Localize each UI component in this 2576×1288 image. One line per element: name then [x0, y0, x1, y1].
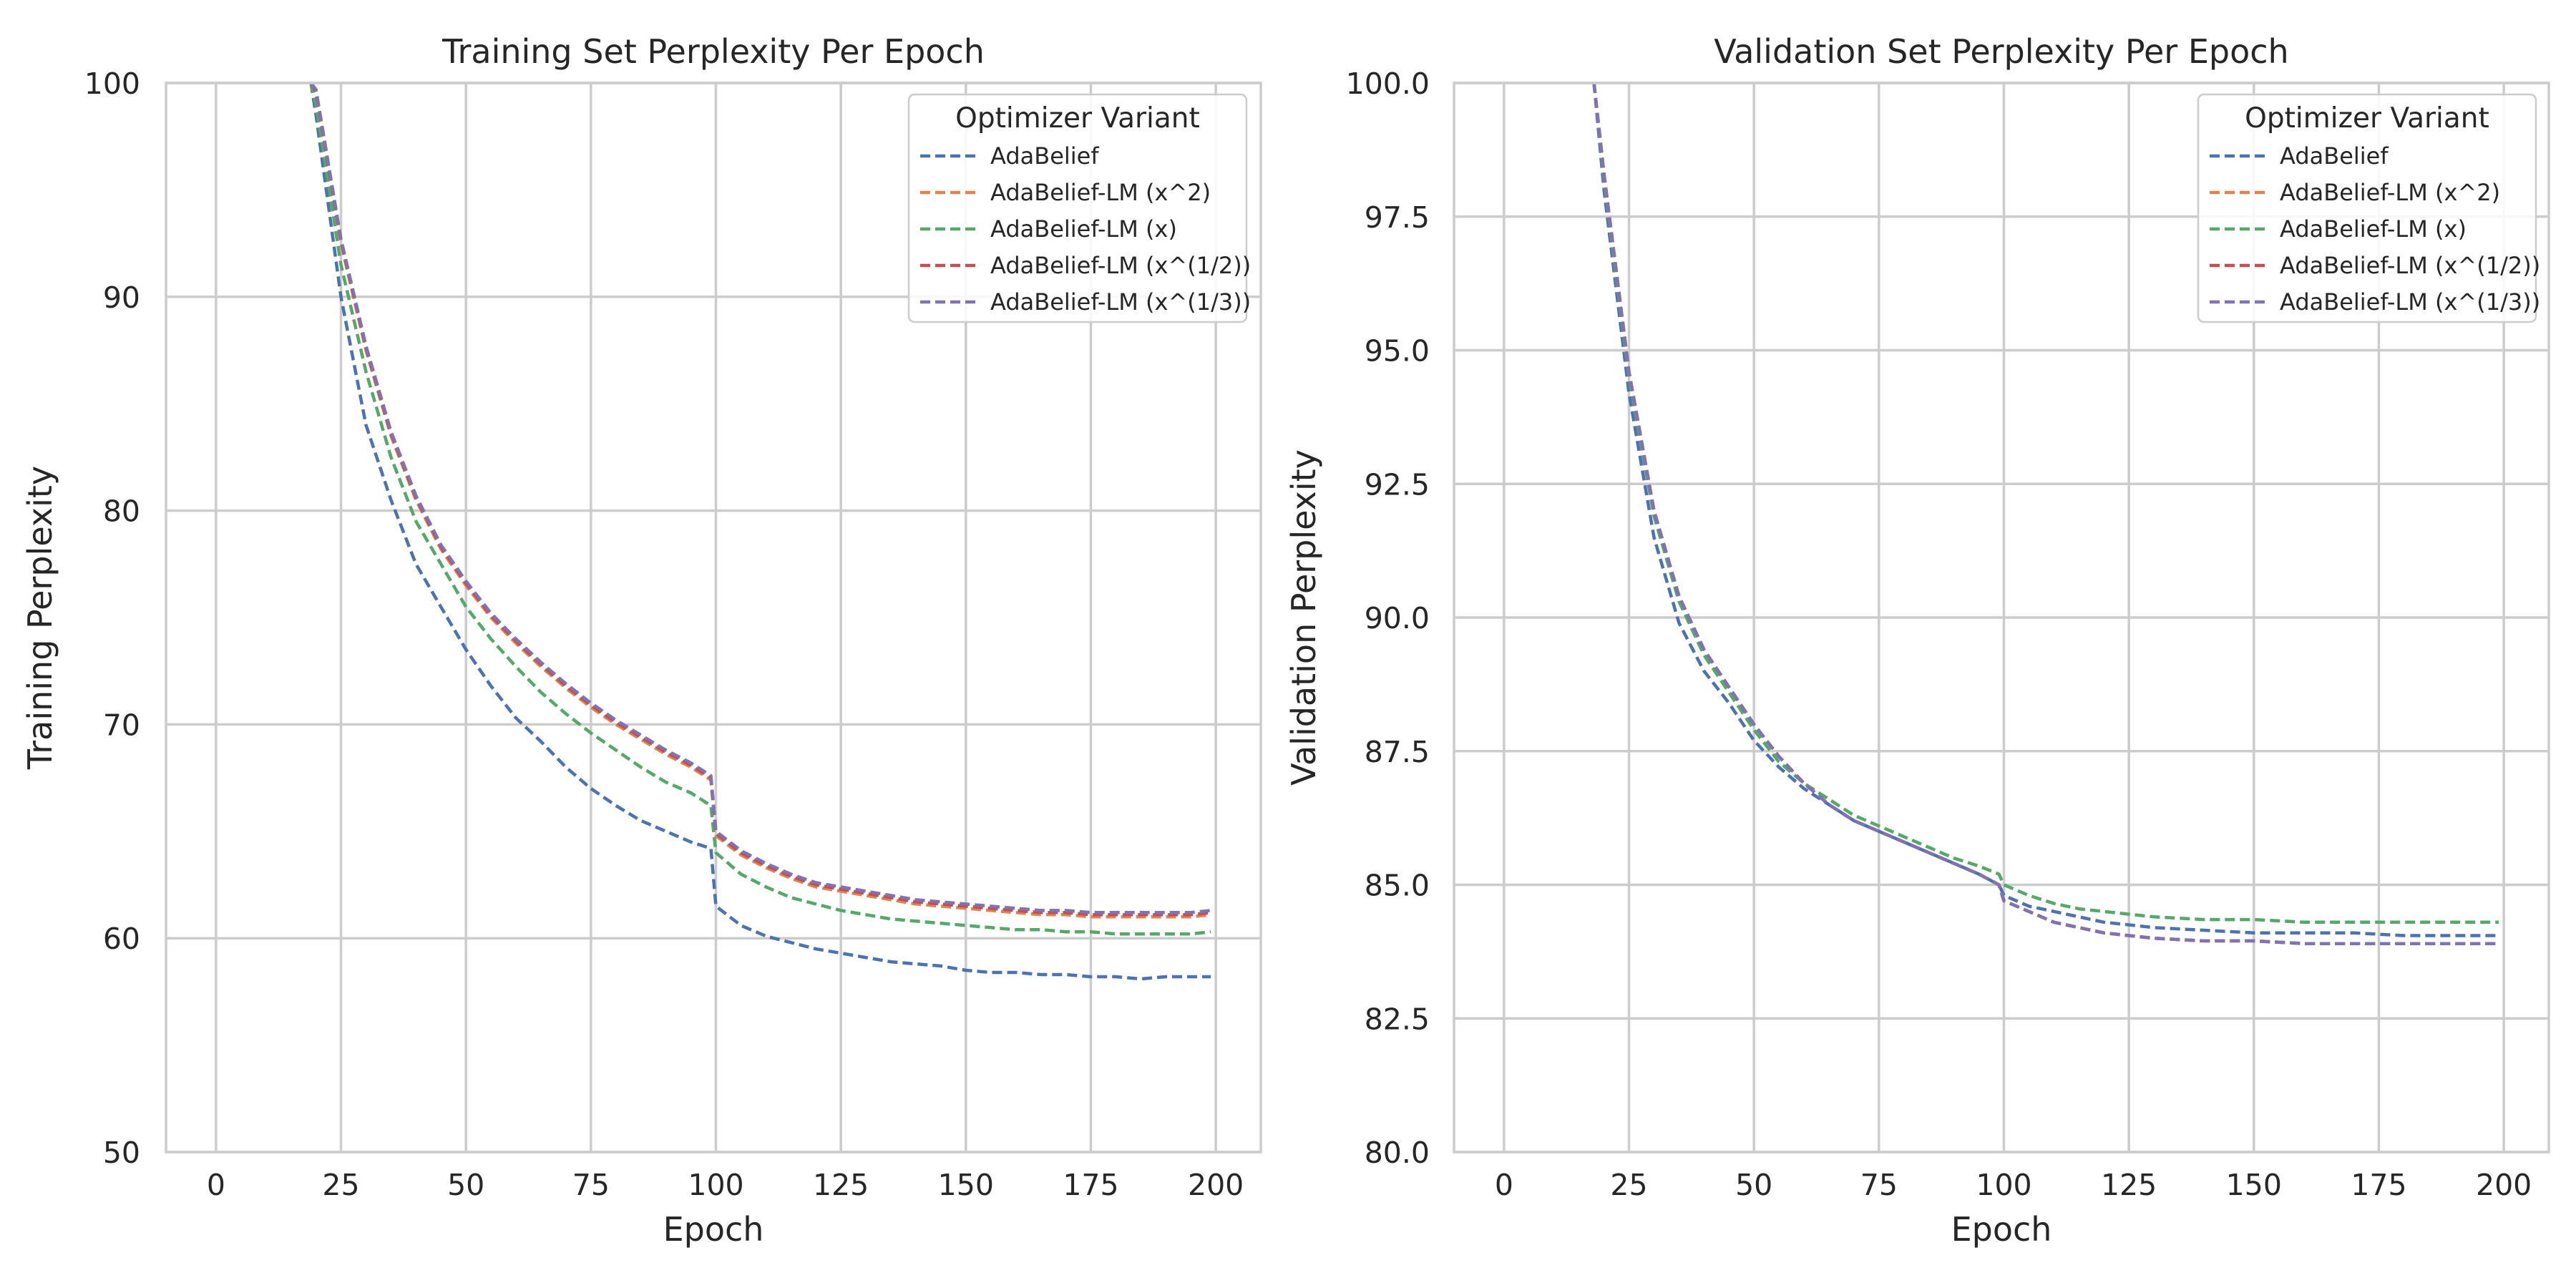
chart-1-legend-label-adabelief: AdaBelief: [2280, 142, 2389, 170]
training-perplexity-chart: 0 25 50 75 100 125 150 175 200 50 60 70 80 90 100 Train…: [21, 32, 1262, 1249]
chart-1-x-tick-label-1: 25: [1610, 1168, 1647, 1202]
chart-0-x-tick-label-1: 25: [322, 1168, 359, 1202]
chart-1-x-axis-label: Epoch: [1951, 1210, 2052, 1249]
chart-1-x-tick-label-5: 125: [2101, 1168, 2157, 1202]
chart-0-x-tick-label-7: 175: [1063, 1168, 1118, 1202]
chart-1-x-tick-label-7: 175: [2351, 1168, 2406, 1202]
chart-0-series-adabelief: [309, 82, 1211, 981]
chart-1-x-tick-label-0: 0: [1495, 1168, 1513, 1202]
chart-0-legend-box: [907, 93, 1248, 323]
chart-0-y-tick-label-5: 100: [84, 67, 140, 101]
chart-0-series-adabelief-lm-x: [309, 82, 1211, 936]
chart-1-y-tick-label-2: 85.0: [1365, 869, 1430, 903]
chart-0-x-tick-label-6: 150: [938, 1168, 994, 1202]
chart-1-y-tick-label-3: 87.5: [1365, 735, 1430, 769]
chart-0-y-tick-label-1: 60: [103, 922, 140, 956]
chart-1-legend-label-adabelief-lm-x-2: AdaBelief-LM (x^2): [2280, 179, 2500, 206]
chart-1-y-tick-label-4: 90.0: [1365, 601, 1430, 635]
chart-0-legend-label-adabelief-lm-x-1-2: AdaBelief-LM (x^(1/2)): [990, 252, 1251, 279]
chart-0-x-tick-label-8: 200: [1188, 1168, 1244, 1202]
validation-perplexity-chart: 0 25 50 75 100 125 150 175 200 80.0 82.5 85.0 87.5 90…: [1284, 32, 2550, 1249]
chart-1-legend-label-adabelief-lm-x-1-3: AdaBelief-LM (x^(1/3)): [2280, 288, 2540, 316]
chart-0-y-tick-label-2: 70: [103, 708, 140, 742]
chart-1-x-tick-label-2: 50: [1735, 1168, 1772, 1202]
chart-1-x-tick-label-4: 100: [1976, 1168, 2031, 1202]
chart-0-legend-label-adabelief: AdaBelief: [990, 142, 1099, 170]
chart-1-legend-box: [2197, 93, 2537, 323]
chart-0-legend-title: Optimizer Variant: [955, 102, 1200, 135]
chart-1-title: Validation Set Perplexity Per Epoch: [1714, 32, 2288, 71]
chart-0-legend-label-adabelief-lm-x: AdaBelief-LM (x): [990, 215, 1177, 243]
chart-1-y-tick-label-7: 97.5: [1365, 200, 1430, 235]
chart-0-legend-label-adabelief-lm-x-2: AdaBelief-LM (x^2): [990, 179, 1211, 206]
chart-1-x-tick-label-3: 75: [1860, 1168, 1898, 1202]
chart-1-y-tick-label-0: 80.0: [1365, 1136, 1430, 1170]
chart-0-series-adabelief-lm-x-1-3: [309, 82, 1211, 914]
chart-1-series-adabelief-lm-x-1-3: [1592, 82, 2499, 945]
chart-0-x-tick-label-0: 0: [207, 1168, 225, 1202]
chart-0-x-tick-label-4: 100: [688, 1168, 743, 1202]
chart-0-y-tick-label-0: 50: [103, 1136, 140, 1170]
chart-1-y-tick-label-1: 82.5: [1365, 1002, 1430, 1036]
chart-1-legend-title: Optimizer Variant: [2245, 102, 2489, 135]
chart-1-y-tick-label-5: 92.5: [1365, 467, 1430, 502]
chart-0-x-tick-label-5: 125: [813, 1168, 869, 1202]
chart-1-y-tick-label-8: 100.0: [1346, 67, 1430, 101]
chart-0-x-tick-label-3: 75: [572, 1168, 610, 1202]
chart-0-x-tick-label-2: 50: [447, 1168, 484, 1202]
chart-0-legend: Optimizer Variant AdaBelief AdaBelief-LM (…: [907, 93, 1251, 323]
chart-1-legend-label-adabelief-lm-x: AdaBelief-LM (x): [2280, 215, 2467, 243]
chart-0-y-tick-label-3: 80: [103, 494, 140, 529]
chart-1-x-tick-label-8: 200: [2476, 1168, 2532, 1202]
chart-1-legend-label-adabelief-lm-x-1-2: AdaBelief-LM (x^(1/2)): [2280, 252, 2540, 279]
chart-1-y-tick-label-6: 95.0: [1365, 334, 1430, 369]
chart-1-plot-frame: [1453, 82, 2550, 1153]
chart-1-series-adabelief-lm-x: [1592, 82, 2499, 924]
chart-0-series-group: [309, 82, 1211, 981]
chart-0-legend-label-adabelief-lm-x-1-3: AdaBelief-LM (x^(1/3)): [990, 288, 1251, 316]
chart-0-y-axis-label: Training Perplexity: [21, 466, 59, 770]
chart-0-y-tick-label-4: 90: [103, 280, 140, 315]
chart-1-series-group: [1592, 82, 2499, 945]
chart-1-y-axis-label: Validation Perplexity: [1284, 449, 1323, 786]
chart-0-title: Training Set Perplexity Per Epoch: [441, 32, 985, 71]
chart-0-plot-frame: [165, 82, 1262, 1153]
chart-0-x-axis-label: Epoch: [663, 1210, 764, 1249]
chart-1-legend: Optimizer Variant AdaBelief AdaBelief-LM (…: [2197, 93, 2540, 323]
chart-1-x-tick-label-6: 150: [2226, 1168, 2282, 1202]
